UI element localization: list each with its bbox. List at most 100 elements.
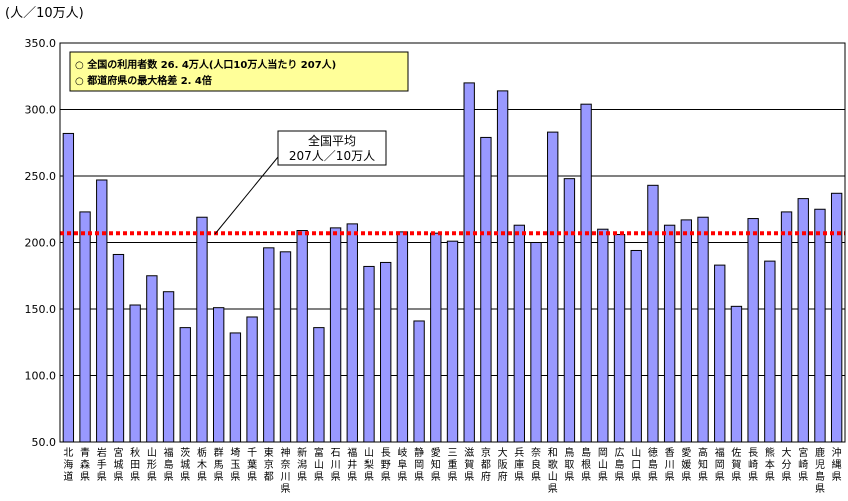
x-tick-label: 山梨県 [364, 447, 374, 483]
y-tick-label: 200.0 [25, 237, 57, 250]
bar [112, 253, 125, 443]
bar [580, 103, 592, 443]
y-tick-label: 50.0 [32, 436, 57, 449]
x-tick-label: 山口県 [631, 447, 641, 483]
bar [396, 231, 409, 443]
x-tick-label: 宮城県 [113, 446, 123, 483]
x-tick-label: 長野県 [381, 447, 391, 483]
x-tick-label: 鳥取県 [564, 446, 574, 483]
bar [730, 305, 743, 443]
x-tick-label: 栃木県 [197, 446, 207, 483]
bar [513, 224, 525, 443]
x-tick-label: 和歌山県 [548, 447, 558, 495]
plot-frame [59, 42, 846, 443]
bar [430, 232, 442, 443]
x-tick-label: 愛知県 [431, 446, 441, 483]
bar [229, 332, 242, 443]
bar [296, 230, 308, 443]
average-callout-line-2: 207人／10万人 [289, 149, 375, 163]
bar [313, 327, 325, 443]
x-tick-label: 佐賀県 [731, 447, 741, 483]
x-tick-label: 兵庫県 [514, 446, 524, 483]
x-tick-label: 三重県 [448, 448, 458, 483]
bar [747, 218, 759, 443]
x-tick-label: 徳島県 [648, 446, 658, 483]
bar [413, 320, 425, 443]
bar [363, 265, 375, 443]
bar [830, 192, 843, 443]
bar [279, 251, 292, 443]
bar [597, 228, 609, 443]
average-callout: 全国平均 207人／10万人 [214, 130, 387, 235]
bar [446, 240, 459, 443]
x-tick-label: 沖縄県 [832, 446, 842, 483]
bar [496, 90, 509, 443]
x-tick-label: 長崎県 [748, 447, 758, 483]
bar [563, 178, 576, 443]
average-callout-leader [214, 145, 288, 235]
x-tick-label: 東京都 [264, 446, 274, 483]
x-tick-label: 大分県 [782, 446, 792, 483]
x-tick-label: 宮崎県 [798, 446, 808, 483]
y-tick-label: 300.0 [25, 104, 57, 117]
x-tick-label: 新潟県 [297, 446, 307, 483]
bar [79, 211, 91, 443]
x-tick-label: 奈良県 [531, 446, 541, 483]
bar [346, 223, 358, 443]
x-tick-label: 大阪府 [498, 446, 508, 483]
x-axis-category-labels: 北海道青森県岩手県宮城県秋田県山形県福島県茨城県栃木県群馬県埼玉県千葉県東京都神… [63, 446, 841, 495]
bar [463, 82, 475, 443]
x-tick-label: 福岡県 [715, 446, 725, 483]
bar [697, 216, 709, 443]
bar [96, 179, 108, 443]
x-tick-label: 福井県 [347, 446, 357, 483]
x-tick-label: 広島県 [615, 446, 625, 483]
bar [380, 261, 392, 443]
x-tick-label: 岩手県 [97, 446, 107, 483]
x-tick-label: 石川県 [331, 448, 341, 483]
info-box-line-2: ○ 都道府県の最大格差 2. 4倍 [75, 74, 212, 87]
average-callout-box [277, 130, 387, 166]
x-tick-label: 北海道 [63, 447, 73, 483]
bar [246, 316, 258, 443]
x-tick-label: 岡山県 [598, 447, 608, 483]
x-tick-label: 富山県 [314, 446, 324, 483]
x-tick-label: 静岡県 [414, 446, 424, 483]
x-tick-label: 京都府 [481, 446, 491, 483]
x-tick-label: 青森県 [80, 446, 90, 483]
info-box-background [69, 51, 409, 92]
bars [62, 82, 843, 443]
bar [814, 208, 826, 443]
bar [146, 275, 158, 443]
x-tick-label: 高知県 [698, 446, 708, 483]
bar [647, 184, 659, 443]
y-tick-label: 350.0 [25, 37, 57, 50]
y-tick-label: 150.0 [25, 303, 57, 316]
bar [329, 227, 342, 443]
bar [530, 242, 542, 443]
y-axis-ticks: 50.0 100.0 150.0 200.0 250.0 300.0 350.0 [25, 37, 57, 449]
y-tick-label: 250.0 [25, 170, 57, 183]
info-box-line-1: ○ 全国の利用者数 26. 4万人(人口10万人当たり 207人) [75, 58, 336, 71]
y-axis-unit-label: (人／10万人) [5, 6, 84, 21]
x-tick-label: 神奈川県 [280, 446, 290, 495]
average-callout-line-1: 全国平均 [308, 133, 356, 148]
x-tick-label: 岐阜県 [397, 446, 407, 483]
x-tick-label: 香川県 [665, 447, 675, 483]
x-tick-label: 滋賀県 [464, 446, 474, 483]
bar [547, 131, 559, 443]
bar [780, 211, 793, 443]
bar [663, 224, 676, 443]
bar [764, 260, 776, 443]
bar [129, 304, 141, 443]
x-tick-label: 茨城県 [180, 446, 190, 483]
bar [714, 264, 726, 443]
x-tick-label: 千葉県 [247, 447, 257, 483]
bar [162, 291, 175, 443]
x-tick-label: 福島県 [164, 446, 174, 483]
x-tick-label: 群馬県 [214, 446, 224, 483]
bar [613, 234, 626, 443]
x-tick-label: 山形県 [147, 447, 157, 483]
x-tick-label: 秋田県 [130, 446, 140, 483]
